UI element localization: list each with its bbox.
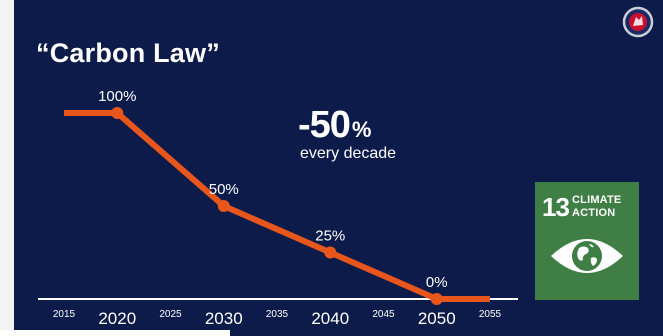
sdg-label-line2: ACTION bbox=[572, 207, 616, 219]
data-point bbox=[430, 293, 443, 305]
sdg-label-line1: CLIMATE bbox=[572, 194, 622, 206]
series-line bbox=[64, 110, 490, 302]
headline-value: -50 bbox=[298, 104, 351, 146]
x-tick-label: 2015 bbox=[53, 309, 76, 320]
data-label: 25% bbox=[315, 228, 345, 245]
sdg-number: 13 bbox=[542, 192, 570, 222]
x-tick-label: 2035 bbox=[266, 309, 289, 320]
data-label: 0% bbox=[426, 274, 448, 291]
data-point bbox=[111, 107, 124, 119]
griffin-crest-icon bbox=[622, 6, 654, 38]
headline-subtitle: every decade bbox=[300, 145, 397, 162]
x-tick-label: 2025 bbox=[159, 309, 182, 320]
slide-title: “Carbon Law” bbox=[36, 38, 220, 68]
left-edge-strip bbox=[0, 0, 14, 336]
eye-earth-icon bbox=[551, 239, 623, 273]
sdg-13-badge: 13 CLIMATE ACTION bbox=[535, 182, 639, 300]
x-tick-label: 2030 bbox=[205, 309, 243, 328]
data-point bbox=[217, 200, 230, 212]
x-tick-label: 2020 bbox=[98, 309, 136, 328]
x-tick-label: 2050 bbox=[418, 309, 456, 328]
bottom-white-strip bbox=[0, 330, 230, 336]
headline-unit: % bbox=[351, 117, 372, 142]
x-tick-label: 2040 bbox=[311, 309, 349, 328]
data-label: 50% bbox=[209, 181, 239, 198]
data-point bbox=[324, 246, 337, 259]
data-label: 100% bbox=[98, 88, 136, 105]
x-tick-label: 2055 bbox=[479, 309, 502, 320]
headline: -50% bbox=[298, 104, 371, 147]
x-tick-label: 2045 bbox=[372, 309, 395, 320]
